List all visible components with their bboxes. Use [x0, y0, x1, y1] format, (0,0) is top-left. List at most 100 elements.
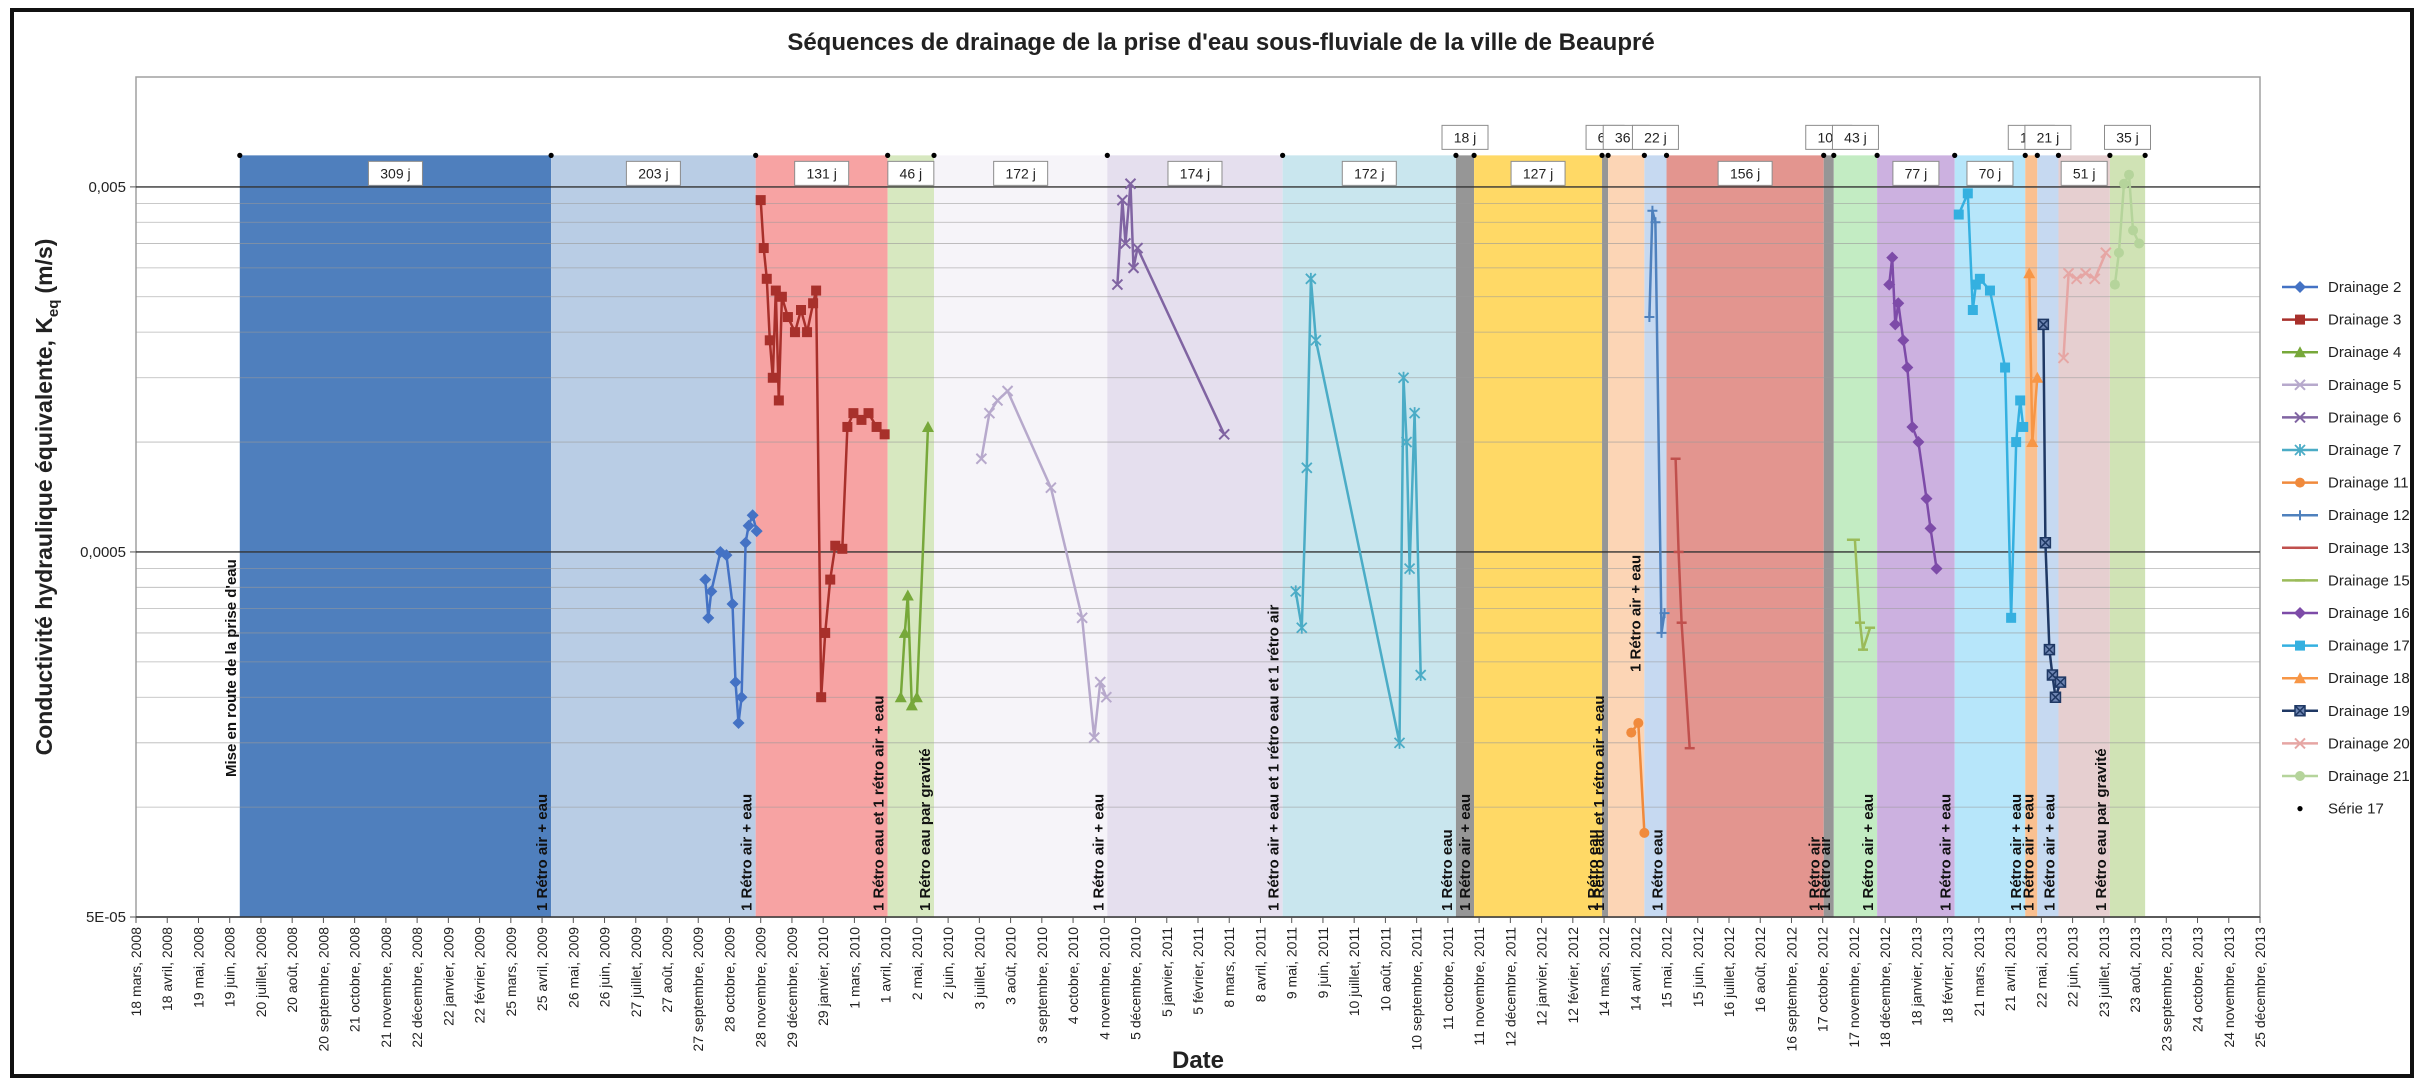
- marker: [773, 395, 784, 406]
- marker: [732, 716, 745, 729]
- marker: [1892, 297, 1905, 310]
- legend-marker: [2295, 640, 2305, 651]
- legend-label: Drainage 7: [2328, 442, 2401, 459]
- legend-label: Drainage 13: [2328, 540, 2410, 557]
- x-tick-label: 17 octobre, 2012: [1815, 927, 1831, 1032]
- x-tick-label: 14 mars, 2012: [1596, 927, 1612, 1017]
- marker: [1974, 273, 1985, 284]
- marker: [735, 691, 748, 704]
- marker: [2000, 362, 2011, 373]
- legend-marker: [2294, 737, 2306, 750]
- x-tick-label: 21 avril, 2013: [2002, 927, 2018, 1011]
- annotation: Mise en route de la prise d'eau: [223, 559, 240, 777]
- series-line: [2062, 252, 2107, 358]
- band-label-box: [1892, 160, 1940, 186]
- x-tick-label: 18 décembre, 2012: [1877, 927, 1893, 1048]
- x-tick-label: 1 mars, 2010: [846, 927, 862, 1009]
- x-tick-label: 5 février, 2011: [1190, 927, 1206, 1015]
- legend-item: Drainage 19: [2282, 703, 2410, 720]
- series-line: [899, 426, 930, 707]
- legend-marker: [2295, 510, 2305, 521]
- marker: [1605, 152, 1611, 158]
- x-tick-label: 26 juin, 2009: [597, 927, 613, 1007]
- marker: [746, 509, 759, 522]
- x-tick-label: 22 février, 2009: [472, 927, 488, 1024]
- x-tick-label: 29 décembre, 2009: [784, 927, 800, 1048]
- band-label-box: [625, 160, 681, 186]
- marker: [1901, 361, 1914, 374]
- legend-item: Drainage 12: [2282, 507, 2410, 524]
- legend-marker: [2294, 444, 2306, 456]
- marker: [1127, 262, 1140, 274]
- marker: [1639, 827, 1650, 838]
- marker: [894, 691, 907, 703]
- marker: [1831, 152, 1837, 158]
- annotation: 1 Rétro air + eau: [1627, 555, 1644, 672]
- legend-item: Drainage 4: [2282, 344, 2401, 361]
- x-tick-label: 18 février, 2013: [1940, 927, 1956, 1024]
- marker: [2057, 352, 2070, 364]
- band: [1608, 155, 1645, 917]
- marker: [1310, 334, 1322, 347]
- x-tick-label: 18 janvier, 2013: [1908, 927, 1924, 1026]
- marker: [2124, 169, 2135, 180]
- marker: [1626, 727, 1637, 738]
- x-tick-label: 23 juillet, 2013: [2096, 927, 2112, 1018]
- band-label: 172 j: [1005, 165, 1035, 181]
- x-tick-label: 21 novembre, 2008: [378, 927, 394, 1048]
- marker: [739, 536, 752, 549]
- legend-item: Drainage 21: [2282, 768, 2410, 785]
- band: [1107, 155, 1283, 917]
- marker: [782, 312, 793, 323]
- band: [2025, 155, 2038, 917]
- legend-label: Drainage 20: [2328, 735, 2410, 752]
- annotation: 1 Rétro eau par gravité: [2093, 748, 2110, 911]
- legend-marker: [2294, 411, 2306, 424]
- series: [1846, 538, 1876, 651]
- marker: [879, 429, 890, 440]
- x-tick-label: 16 août, 2012: [1752, 927, 1768, 1013]
- marker: [1970, 279, 1981, 290]
- series: [2109, 169, 2145, 290]
- x-tick-label: 10 août, 2011: [1377, 927, 1393, 1012]
- legend-label: Série 17: [2328, 801, 2384, 818]
- x-tick-label: 22 janvier, 2009: [440, 927, 456, 1026]
- x-tick-label: 4 octobre, 2010: [1065, 927, 1081, 1025]
- marker: [863, 408, 874, 419]
- x-tick-label: 19 juin, 2008: [222, 927, 238, 1007]
- marker: [705, 585, 718, 598]
- x-tick-label: 16 juillet, 2012: [1721, 927, 1737, 1018]
- marker: [1633, 717, 1644, 728]
- legend-label: Drainage 21: [2328, 768, 2410, 785]
- series: [1644, 205, 1670, 638]
- marker: [1930, 562, 1943, 575]
- band-label: 172 j: [1354, 165, 1384, 181]
- band-label-box: [1966, 160, 2014, 186]
- series: [2057, 247, 2112, 364]
- x-tick-label: 28 novembre, 2009: [753, 927, 769, 1048]
- marker: [1088, 731, 1100, 744]
- y-axis-label-unit: (m/s): [31, 239, 57, 294]
- marker: [750, 525, 763, 538]
- marker: [702, 611, 715, 624]
- marker: [796, 305, 807, 316]
- marker: [905, 699, 918, 711]
- y-tick-label: 0,0005: [80, 544, 126, 561]
- x-tick-label: 15 juin, 2012: [1690, 927, 1706, 1007]
- x-tick-label: 5 décembre, 2010: [1128, 927, 1144, 1040]
- marker: [1889, 318, 1902, 331]
- x-tick-label: 22 décembre, 2008: [409, 927, 425, 1048]
- annotation: 1 Rétro eau et 1 rétro air + eau: [1591, 695, 1608, 911]
- series-line: [1674, 458, 1691, 749]
- marker: [2037, 318, 2050, 331]
- x-tick-label: 17 novembre, 2012: [1846, 927, 1862, 1048]
- marker: [1305, 272, 1317, 285]
- band: [551, 155, 756, 917]
- marker: [1076, 612, 1088, 624]
- band-label-box: [887, 160, 935, 186]
- marker: [1967, 305, 1978, 316]
- band-label-box: [1717, 160, 1773, 186]
- x-tick-label: 28 octobre, 2009: [721, 927, 737, 1032]
- marker: [871, 421, 882, 432]
- marker: [1453, 152, 1459, 158]
